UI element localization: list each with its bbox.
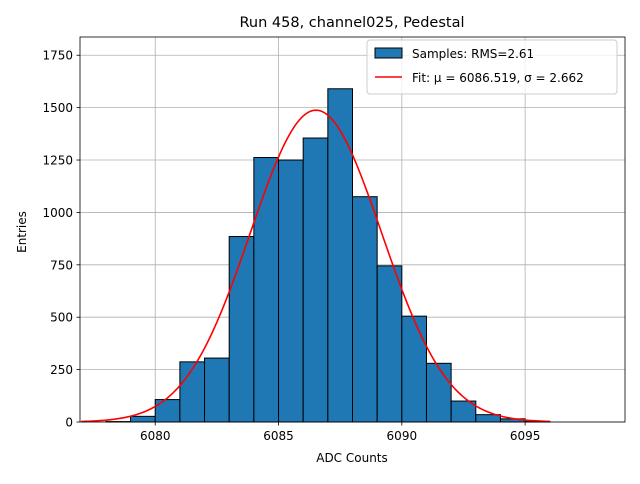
y-tick-label: 500 bbox=[50, 311, 73, 325]
histogram-bar bbox=[254, 158, 279, 422]
legend-label-samples: Samples: RMS=2.61 bbox=[412, 47, 534, 61]
histogram-bar bbox=[131, 416, 156, 422]
x-tick-label: 6095 bbox=[510, 429, 541, 443]
histogram-bar bbox=[303, 138, 328, 422]
histogram-bar bbox=[328, 89, 353, 422]
histogram-bar bbox=[155, 400, 180, 422]
histogram-bar bbox=[180, 362, 205, 422]
histogram-bar bbox=[279, 160, 304, 422]
chart-title: Run 458, channel025, Pedestal bbox=[239, 15, 464, 31]
legend-label-fit: Fit: μ = 6086.519, σ = 2.662 bbox=[412, 71, 584, 85]
histogram-bar bbox=[426, 363, 451, 422]
y-tick-label: 1500 bbox=[42, 101, 73, 115]
y-axis-label: Entries bbox=[15, 211, 29, 253]
histogram-bar bbox=[229, 237, 254, 422]
legend-swatch-samples bbox=[375, 48, 402, 58]
y-tick-label: 250 bbox=[50, 363, 73, 377]
histogram-bar bbox=[377, 266, 402, 422]
y-tick-label: 1000 bbox=[42, 206, 73, 220]
legend: Samples: RMS=2.61 Fit: μ = 6086.519, σ =… bbox=[367, 40, 617, 94]
x-axis-label: ADC Counts bbox=[316, 451, 388, 465]
histogram-bar bbox=[353, 197, 378, 422]
x-tick-label: 6090 bbox=[387, 429, 418, 443]
y-tick-label: 1750 bbox=[42, 49, 73, 63]
x-tick-label: 6085 bbox=[263, 429, 294, 443]
y-tick-label: 0 bbox=[65, 416, 73, 430]
y-tick-label: 1250 bbox=[42, 154, 73, 168]
histogram-bar bbox=[205, 358, 230, 422]
y-tick-label: 750 bbox=[50, 258, 73, 272]
x-tick-label: 6080 bbox=[140, 429, 171, 443]
histogram-bar bbox=[402, 316, 427, 422]
